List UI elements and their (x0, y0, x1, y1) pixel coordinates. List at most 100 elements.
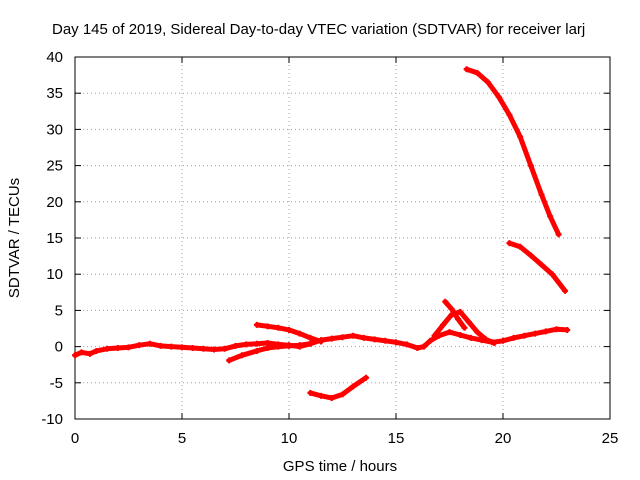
data-point (93, 347, 100, 354)
y-tick-label: 15 (46, 230, 63, 247)
data-point (542, 328, 549, 335)
data-point (562, 287, 569, 294)
series-line (464, 66, 562, 237)
data-point (296, 342, 303, 349)
data-point (253, 321, 260, 328)
series-lower-baseline (226, 340, 314, 364)
series-group (72, 66, 571, 402)
series-line (432, 309, 497, 346)
x-axis: 0 5 10 15 20 25 (71, 57, 619, 447)
data-point (286, 326, 292, 333)
data-point (474, 329, 481, 336)
data-point (403, 341, 410, 348)
data-point (547, 213, 554, 220)
data-point (307, 334, 314, 341)
data-point (296, 330, 303, 337)
data-point (86, 350, 93, 357)
data-point (168, 343, 175, 350)
data-point (360, 334, 367, 341)
data-point (495, 93, 502, 100)
data-point (510, 334, 517, 341)
y-axis-title: SDTVAR / TECUs (6, 178, 23, 298)
data-point (253, 340, 260, 347)
data-point (440, 321, 447, 328)
data-point (465, 318, 472, 325)
data-point (555, 231, 562, 238)
x-axis-title: GPS time / hours (283, 458, 397, 475)
data-point (243, 341, 250, 348)
data-point (420, 343, 427, 350)
data-point (275, 324, 282, 331)
data-point (318, 338, 325, 345)
x-tick-label: 20 (495, 430, 512, 447)
data-point (232, 342, 239, 349)
series-negative-arc (307, 374, 370, 402)
data-point (328, 335, 335, 342)
data-point (393, 339, 399, 346)
y-tick-label: -10 (41, 411, 63, 428)
y-axis: -10 -5 0 5 10 15 20 25 30 35 40 (41, 49, 610, 428)
data-point (442, 298, 449, 305)
data-point (506, 240, 513, 247)
data-point (307, 389, 314, 396)
data-point (307, 340, 314, 347)
chart-grid (75, 57, 610, 419)
data-point (114, 345, 121, 352)
data-point (521, 332, 528, 339)
data-point (457, 332, 464, 339)
data-point (482, 336, 489, 343)
x-tick-label: 25 (602, 430, 619, 447)
data-point (553, 326, 560, 333)
data-point (474, 69, 481, 76)
data-point (253, 347, 260, 354)
data-point (414, 345, 421, 352)
data-point (189, 345, 196, 352)
data-point (350, 332, 357, 339)
y-tick-label: 0 (55, 339, 63, 356)
data-point (264, 345, 271, 352)
data-point (328, 395, 335, 402)
x-tick-label: 5 (178, 430, 186, 447)
data-point (564, 326, 571, 333)
data-point (72, 352, 78, 359)
data-point (382, 337, 389, 344)
data-point (461, 324, 468, 331)
series-line (506, 240, 568, 294)
data-point (500, 337, 506, 344)
data-point (532, 330, 539, 337)
data-point (318, 392, 325, 399)
data-point (264, 339, 271, 346)
data-point (517, 133, 524, 140)
series-high-decay (463, 66, 562, 238)
chart-title: Day 145 of 2019, Sidereal Day-to-day VTE… (52, 21, 585, 38)
y-tick-label: 30 (46, 121, 63, 138)
x-tick-label: 15 (388, 430, 405, 447)
data-point (264, 323, 271, 330)
data-point (136, 342, 143, 349)
data-point (200, 345, 207, 352)
y-tick-label: 10 (46, 266, 63, 283)
data-point (286, 342, 292, 349)
data-point (538, 191, 545, 198)
data-point (157, 342, 164, 349)
data-point (485, 79, 492, 86)
data-point (104, 345, 111, 352)
data-point (146, 340, 153, 347)
data-point (339, 334, 346, 341)
data-point (363, 374, 370, 381)
series-spike (431, 308, 498, 346)
y-tick-label: -5 (50, 375, 63, 392)
data-point (491, 339, 498, 346)
data-point (125, 344, 132, 351)
data-point (78, 349, 85, 356)
data-point (339, 391, 346, 398)
data-point (463, 66, 470, 73)
data-point (506, 111, 513, 118)
data-point (179, 344, 185, 351)
data-point (448, 305, 455, 312)
x-tick-label: 0 (71, 430, 79, 447)
y-tick-label: 40 (46, 49, 63, 66)
series-line (442, 299, 467, 331)
data-point (275, 343, 282, 350)
y-tick-label: 25 (46, 158, 63, 175)
